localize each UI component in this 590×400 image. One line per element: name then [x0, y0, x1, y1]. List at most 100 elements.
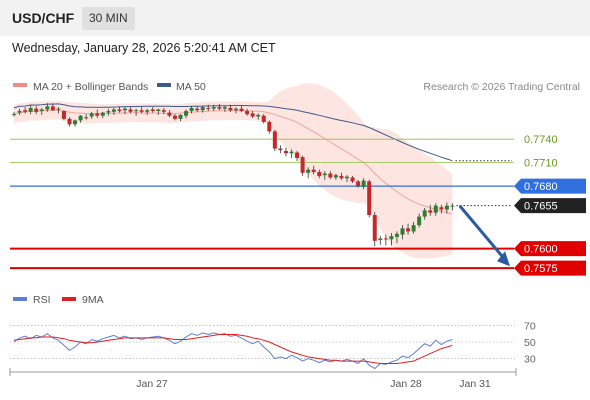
candle [283, 147, 288, 157]
x-axis: Jan 27 Jan 28 Jan 31 [9, 368, 517, 390]
forecast-arrow [458, 205, 510, 267]
pivot-level-label: 0.7680 [514, 178, 586, 194]
resistance-level-label: 0.7740 [524, 134, 558, 146]
candle-body [328, 173, 333, 178]
resistance-label-text: 0.7740 [524, 134, 558, 146]
candle-body [372, 215, 377, 241]
candle [222, 105, 227, 112]
candle-body [211, 107, 216, 109]
candle-body [73, 120, 78, 125]
candle [117, 106, 122, 113]
candle [67, 117, 72, 127]
candle [300, 155, 305, 176]
price-levels [10, 138, 514, 270]
candle [317, 169, 322, 179]
candle [189, 106, 194, 114]
candle-body [406, 228, 411, 232]
candle-body [400, 228, 405, 235]
candle-body [172, 115, 177, 119]
candle-body [150, 109, 155, 112]
candle-body [422, 210, 427, 217]
candle-body [339, 175, 344, 179]
last-price-label-text: 0.7655 [524, 201, 558, 213]
candle [134, 108, 139, 116]
candle-body [17, 111, 22, 113]
candle-body [306, 169, 311, 173]
candle-body [256, 114, 261, 117]
resistance-label-text: 0.7710 [524, 158, 558, 170]
candle-body [178, 114, 183, 119]
bollinger-legend-label: MA 20 + Bollinger Bands [33, 81, 148, 93]
ma20-line [13, 109, 453, 215]
candle [28, 105, 33, 115]
candle-body [23, 110, 28, 112]
candle [333, 173, 338, 180]
candle [378, 236, 383, 245]
candle [295, 150, 300, 162]
last-price-level-label: 0.7655 [514, 198, 586, 214]
candle [45, 103, 50, 112]
forecast-arrow-head [497, 251, 510, 267]
support-label-box [514, 241, 586, 257]
candle [350, 175, 355, 183]
x-tick-label: Jan 28 [390, 378, 422, 390]
pivot-label-box [514, 178, 586, 194]
candle [12, 111, 16, 117]
candle [356, 179, 361, 188]
candle-body [300, 157, 305, 173]
candle [433, 203, 438, 216]
candle-body [106, 111, 111, 113]
candle [289, 149, 294, 158]
candle-body [433, 205, 438, 213]
timeframe-button[interactable]: 30 MIN [82, 7, 135, 30]
support-level-label: 0.7575 [514, 260, 586, 276]
rsi-legend-label: RSI [33, 294, 51, 306]
candle-body [283, 150, 288, 154]
candle [106, 108, 111, 116]
candle [17, 108, 22, 115]
candle-body [161, 110, 166, 112]
candle [389, 233, 394, 246]
candle [156, 108, 161, 115]
candle-body [239, 108, 244, 112]
resistance-level-label: 0.7710 [524, 158, 558, 170]
candle-body [28, 107, 33, 112]
ma9-legend-label: 9MA [82, 294, 104, 306]
candle [367, 179, 372, 218]
candle [245, 108, 250, 116]
candle-body [195, 108, 200, 111]
candle [394, 231, 399, 244]
candle [50, 103, 55, 112]
candle [234, 107, 238, 114]
candle [450, 203, 455, 211]
candle [339, 172, 344, 180]
candle [406, 223, 411, 235]
candle-body [345, 176, 349, 179]
support-label-text: 0.7600 [524, 244, 558, 256]
x-tick-label: Jan 27 [136, 378, 168, 390]
candle [228, 104, 233, 112]
candle [195, 106, 200, 112]
candle-body [84, 117, 89, 119]
candle-body [100, 112, 105, 116]
candle-body [295, 152, 300, 158]
level-labels: 0.7740 0.7710 0.7680 0.7655 0.7600 0.7575 [514, 134, 586, 276]
candle-body [156, 109, 161, 112]
candle [100, 111, 105, 119]
candle-body [261, 115, 266, 122]
candle [345, 175, 349, 183]
support-level-label: 0.7600 [514, 241, 586, 257]
symbol-title: USD/CHF [12, 10, 75, 26]
candle-body [117, 109, 122, 112]
rsi-legend-swatch [13, 297, 27, 301]
candle-body [234, 108, 238, 111]
candle [400, 225, 405, 240]
candle-body [189, 107, 194, 112]
candlesticks [12, 103, 455, 247]
candle-body [206, 107, 211, 109]
candle [239, 105, 244, 112]
candle-body [322, 173, 327, 176]
candle-body [394, 233, 399, 237]
candle-body [45, 106, 50, 110]
candle [178, 114, 183, 122]
